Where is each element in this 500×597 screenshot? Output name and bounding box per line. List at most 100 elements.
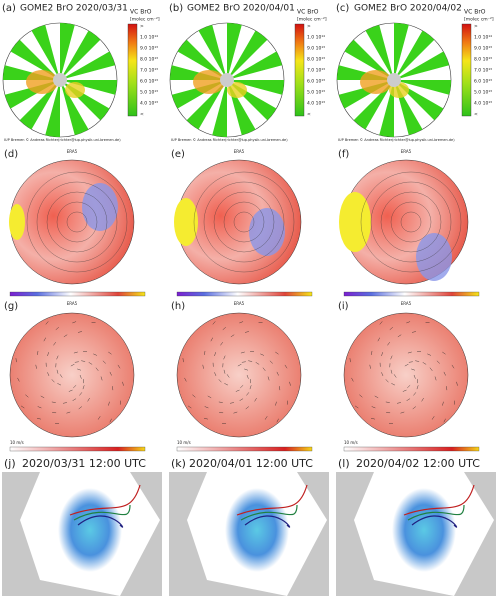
source: ERA5 (234, 301, 245, 306)
wind-vector (56, 369, 59, 374)
wind-vector (415, 360, 420, 362)
wind-vector (422, 362, 427, 365)
wind-vector (402, 389, 407, 392)
panel-title: GOME2 BrO 2020/03/31 (20, 4, 128, 14)
swath (394, 30, 435, 81)
panel-label: (l) (338, 457, 350, 470)
wind-vector (184, 377, 187, 382)
wind-vector (223, 369, 226, 374)
colorbar-tick: 9.0 10¹³ (140, 46, 158, 52)
wind-vector (421, 397, 424, 402)
colorbar-tick: 1.0 10¹⁴ (474, 35, 492, 41)
colorbar-tick: 4.0 10¹³ (140, 101, 158, 107)
wind-vector (63, 334, 68, 338)
wind-vector (390, 369, 393, 374)
wind-vector (93, 353, 98, 356)
wind-vector (244, 368, 249, 371)
low (416, 233, 452, 281)
colorbar (343, 446, 480, 452)
colorbar-tick: 7.0 10¹³ (474, 68, 492, 74)
wind-vector (416, 385, 419, 390)
bro-field (225, 488, 289, 572)
swath (31, 24, 60, 80)
colorbar-unit: [molec cm⁻²] (130, 17, 160, 23)
bro-hotspot (65, 82, 85, 98)
panel-label: (e) (171, 149, 185, 160)
colorbar-tick: 7.0 10¹³ (140, 68, 158, 74)
wind-vector (275, 401, 277, 406)
swath (227, 23, 242, 80)
colorbar-unit: [molec cm⁻²] (297, 17, 327, 23)
wind-vector (442, 351, 446, 355)
colorbar-tick: > (474, 24, 478, 30)
colorbar-title: VC BrO (464, 9, 486, 16)
colorbar-tick: < (307, 112, 311, 118)
wind-vector (427, 353, 432, 356)
wind-vector (434, 376, 437, 381)
wind-vector (218, 379, 222, 383)
swath (227, 51, 283, 80)
contour (223, 201, 265, 243)
wind-vector (207, 395, 212, 399)
panel-title: 2020/04/02 12:00 UTC (356, 457, 480, 470)
wind-vector (244, 331, 249, 333)
wind-vector (102, 360, 106, 364)
colorbar-tick: 6.0 10¹³ (140, 79, 158, 85)
contour (390, 201, 432, 243)
wind-vector (260, 353, 265, 356)
wind-vector (396, 402, 401, 404)
wind-vector (218, 401, 223, 403)
wind-vector (359, 394, 363, 398)
contour (233, 211, 255, 233)
wind-vector (269, 360, 273, 364)
colorbar (294, 23, 305, 117)
swath (365, 24, 394, 80)
wind-vector (66, 411, 71, 414)
swath (394, 80, 451, 95)
colorbar-tick: 6.0 10¹³ (307, 79, 325, 85)
contour (36, 181, 118, 263)
wind-vector (354, 405, 359, 409)
swath (198, 24, 227, 80)
colorbar (343, 291, 480, 297)
wind-vector (192, 394, 196, 398)
wind-vector (55, 327, 59, 330)
swath (60, 23, 75, 80)
swath (60, 51, 116, 80)
wind-vector (187, 405, 192, 409)
wind-vector (377, 337, 380, 342)
wind-vector (248, 360, 253, 362)
bro-field (58, 488, 122, 572)
wind-vector (406, 321, 411, 324)
wind-vector (406, 398, 411, 401)
wind-vector (224, 383, 229, 386)
high (339, 192, 371, 252)
wind-vector (214, 372, 217, 377)
bro-hotspot (26, 70, 58, 94)
wind-vector (77, 368, 82, 371)
wind-vector (255, 362, 260, 365)
wind-vector (393, 374, 397, 378)
wind-vector (442, 401, 444, 406)
wind-vector (267, 376, 270, 381)
colorbar-unit: [molec cm⁻²] (464, 17, 494, 23)
wind-vector (59, 374, 63, 378)
swath (60, 30, 101, 81)
colorbar-tick: 4.0 10¹³ (307, 101, 325, 107)
wind-vector (72, 398, 77, 401)
credit: IUP Bremen © Andreas Richter(richter@iup… (171, 138, 288, 142)
wind-vector (407, 385, 411, 389)
wind-vector (53, 342, 56, 346)
map-disk (9, 159, 135, 285)
colorbar-tick: 5.0 10¹³ (307, 90, 325, 96)
wind-vector (117, 364, 121, 369)
panel-label: (c) (336, 3, 349, 14)
wind-vector (36, 418, 41, 420)
trajectory (236, 484, 308, 516)
contour (400, 211, 422, 233)
swath (10, 39, 61, 80)
wind-vector (214, 352, 216, 357)
wind-vector (411, 331, 416, 333)
colorbar-title: VC BrO (130, 9, 152, 16)
wind-vector (246, 374, 249, 379)
